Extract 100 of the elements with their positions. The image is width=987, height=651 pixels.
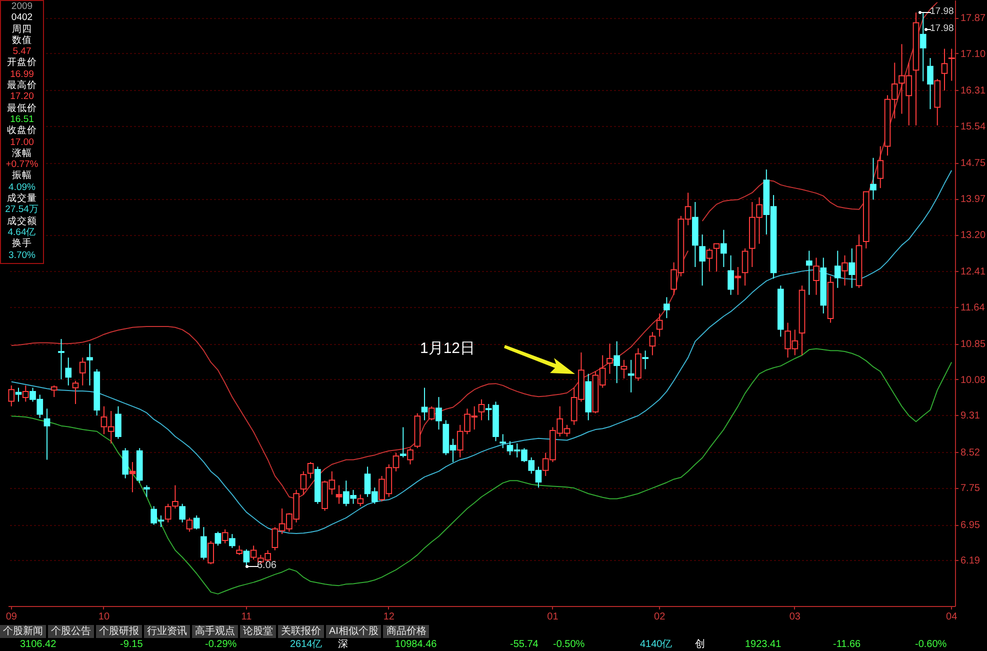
candlestick xyxy=(728,254,734,296)
candlestick xyxy=(920,12,926,82)
text: 10984.46 xyxy=(395,639,437,651)
text: 深 xyxy=(338,639,348,651)
text: 1923.41 xyxy=(745,639,782,651)
candlestick xyxy=(628,359,634,393)
annotation: 17.20 xyxy=(10,91,34,103)
x-tick-label: 09 xyxy=(6,612,18,622)
annotation: 最高价 xyxy=(7,80,37,92)
text: 个股研报 xyxy=(96,625,142,638)
candlestick xyxy=(300,470,307,496)
annotation: 6.06 xyxy=(257,560,276,571)
annotation: 数值 xyxy=(12,34,32,46)
annotation: 4.09% xyxy=(8,182,36,193)
x-tick-label: 02 xyxy=(654,612,666,622)
candlestick xyxy=(222,528,228,544)
candlestick xyxy=(129,462,136,493)
text: 个股新闻 xyxy=(0,625,46,638)
candlestick xyxy=(877,146,884,189)
candlestick xyxy=(208,540,214,565)
candlestick xyxy=(706,248,713,272)
annotation: 成交量 xyxy=(7,193,37,204)
candlestick xyxy=(614,340,620,384)
annotation: 16.51 xyxy=(10,114,34,126)
candlestick xyxy=(122,448,129,479)
y-tick-label: 10.85 xyxy=(960,339,986,350)
y-tick-label: 8.52 xyxy=(960,447,980,458)
x-tick-label: 04 xyxy=(946,612,958,622)
y-tick-label: 6.95 xyxy=(960,520,980,532)
annotation: 0402 xyxy=(11,12,33,24)
annotation: 收盘价 xyxy=(7,125,37,137)
annotation: 最低价 xyxy=(7,102,37,114)
candlestick xyxy=(236,545,242,556)
y-tick-label: 15.54 xyxy=(960,121,986,132)
candlestick xyxy=(65,357,72,386)
y-tick-label: 13.97 xyxy=(960,194,986,206)
annotation: 开盘价 xyxy=(7,57,37,69)
candlestick xyxy=(428,406,435,421)
y-tick-label: 16.31 xyxy=(960,86,986,97)
annotation: +0.77% xyxy=(6,159,38,170)
candlestick xyxy=(421,387,428,421)
candlestick xyxy=(72,380,79,404)
candlestick xyxy=(606,343,613,374)
candlestick xyxy=(941,48,948,92)
candlestick xyxy=(436,396,442,430)
candlestick xyxy=(806,250,812,296)
candlestick xyxy=(229,534,236,548)
y-tick-label: 6.19 xyxy=(960,556,980,567)
candlestick xyxy=(834,250,841,288)
candlestick xyxy=(22,384,29,402)
candlestick xyxy=(8,384,15,407)
x-tick-label: 11 xyxy=(241,612,252,622)
y-tick-label: 9.31 xyxy=(960,410,980,422)
annotation: 27.54万 xyxy=(5,204,39,216)
text: 2614亿 xyxy=(290,639,322,651)
text: 个股公告 xyxy=(48,625,94,638)
candlestick xyxy=(179,503,186,523)
candlestick xyxy=(50,384,58,398)
candlestick xyxy=(193,514,200,530)
candlestick xyxy=(656,312,663,338)
text: -11.66 xyxy=(833,639,861,651)
candlestick xyxy=(500,434,506,449)
candlestick xyxy=(200,526,207,560)
candlestick xyxy=(813,257,820,296)
candlestick xyxy=(649,332,656,356)
annotation: 17.98 xyxy=(930,23,954,34)
candlestick xyxy=(336,484,342,504)
candlestick xyxy=(58,338,64,380)
x-tick-label: 01 xyxy=(547,612,559,622)
candlestick xyxy=(842,254,848,286)
y-tick-label: 14.75 xyxy=(960,158,986,170)
text: 商品价格 xyxy=(383,625,430,638)
annotation: 成交额 xyxy=(7,216,37,227)
annotation: 1月12日 xyxy=(420,339,476,358)
text: 创 xyxy=(695,639,705,651)
candlestick xyxy=(478,398,485,421)
text: -55.74 xyxy=(510,639,538,651)
candlestick xyxy=(144,484,150,498)
annotation: 17.98 xyxy=(930,6,954,17)
text: 4140亿 xyxy=(640,639,672,651)
candlestick xyxy=(115,406,122,440)
candlestick xyxy=(407,448,414,465)
annotation: 换手 xyxy=(12,238,32,250)
candlestick xyxy=(664,296,670,319)
candlestick xyxy=(620,359,628,379)
annotation: 振幅 xyxy=(12,170,32,182)
annotation: 2009 xyxy=(11,1,33,12)
y-tick-label: 10.08 xyxy=(960,374,986,386)
y-tick-label: 13.20 xyxy=(960,230,986,242)
text: -0.29% xyxy=(205,639,237,651)
y-tick-label: 17.87 xyxy=(960,13,986,24)
text: -0.50% xyxy=(553,639,585,651)
candlestick xyxy=(400,426,406,458)
candlestick xyxy=(699,234,706,286)
annotation: 周四 xyxy=(12,24,32,35)
annotation: 4.64亿 xyxy=(8,226,36,238)
text: 关联报价 xyxy=(278,625,324,638)
x-tick-label: 12 xyxy=(383,612,395,622)
candlestick xyxy=(870,157,876,200)
annotation: 16.99 xyxy=(10,68,34,80)
